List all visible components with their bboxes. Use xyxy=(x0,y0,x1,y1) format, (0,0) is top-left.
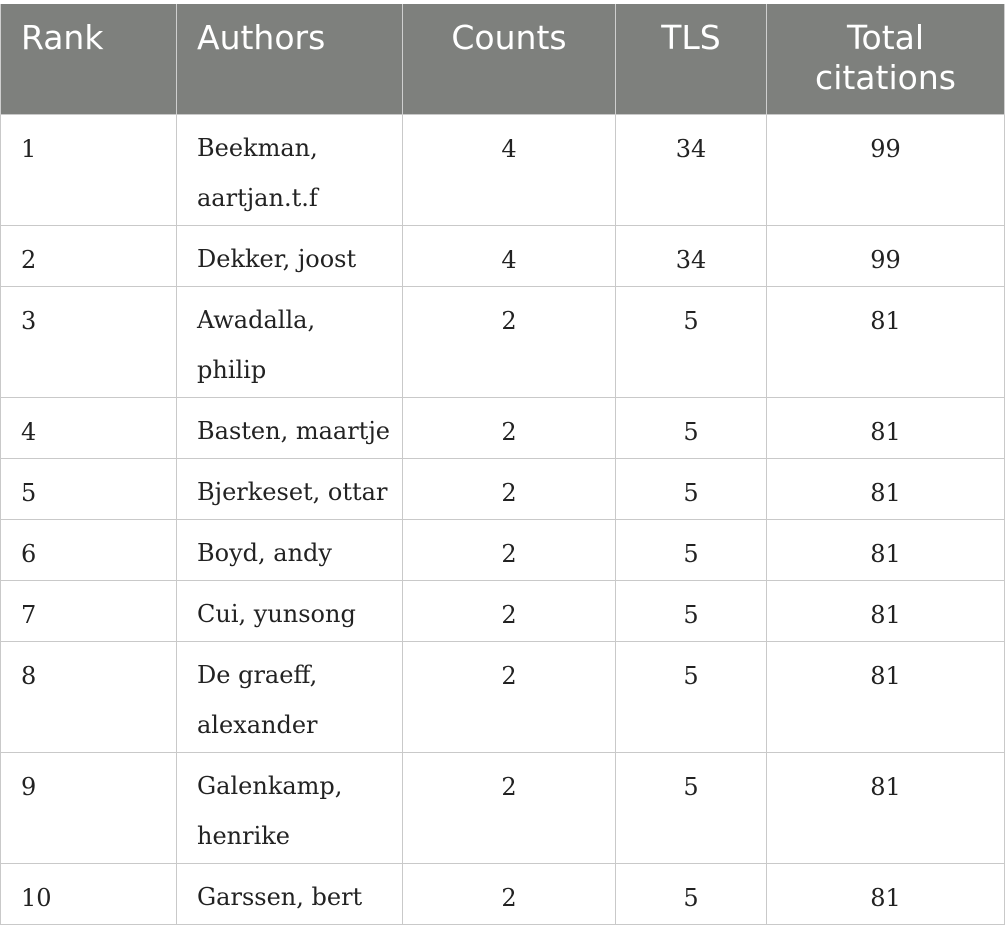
table-row: 10 Garssen, bert 2 5 81 xyxy=(0,862,1005,925)
tls-cell: 5 xyxy=(615,579,767,642)
rank-cell: 6 xyxy=(0,518,177,581)
author-cell: Bjerkeset, ottar xyxy=(176,457,403,520)
counts-cell: 2 xyxy=(402,579,616,642)
tls-cell: 5 xyxy=(615,640,767,753)
counts-cell: 4 xyxy=(402,224,616,287)
total-citations-cell: 99 xyxy=(766,113,1005,226)
header-tls: TLS xyxy=(615,4,767,114)
rank-cell: 8 xyxy=(0,640,177,753)
author-line1: Cui, yunsong xyxy=(197,599,356,628)
rank-cell: 4 xyxy=(0,396,177,459)
author-cell: Boyd, andy xyxy=(176,518,403,581)
tls-cell: 5 xyxy=(615,457,767,520)
author-line1: De graeff, xyxy=(197,660,318,689)
header-rank: Rank xyxy=(0,4,177,114)
counts-cell: 2 xyxy=(402,640,616,753)
table-row: 3 Awadalla, philip 2 5 81 xyxy=(0,285,1005,398)
rank-cell: 2 xyxy=(0,224,177,287)
total-citations-cell: 81 xyxy=(766,457,1005,520)
author-line2: aartjan.t.f xyxy=(197,183,318,212)
author-cell: Galenkamp, henrike xyxy=(176,751,403,864)
rank-cell: 5 xyxy=(0,457,177,520)
counts-cell: 2 xyxy=(402,396,616,459)
total-citations-cell: 99 xyxy=(766,224,1005,287)
counts-cell: 4 xyxy=(402,113,616,226)
author-line1: Boyd, andy xyxy=(197,538,332,567)
tls-cell: 5 xyxy=(615,518,767,581)
table-row: 4 Basten, maartje 2 5 81 xyxy=(0,396,1005,459)
author-cell: De graeff, alexander xyxy=(176,640,403,753)
tls-cell: 34 xyxy=(615,224,767,287)
author-line1: Awadalla, xyxy=(197,305,316,334)
author-cell: Beekman, aartjan.t.f xyxy=(176,113,403,226)
total-citations-cell: 81 xyxy=(766,640,1005,753)
author-ranking-table: Rank Authors Counts TLS Total citations … xyxy=(0,4,1005,925)
author-cell: Basten, maartje xyxy=(176,396,403,459)
total-citations-cell: 81 xyxy=(766,751,1005,864)
rank-cell: 1 xyxy=(0,113,177,226)
tls-cell: 5 xyxy=(615,285,767,398)
total-citations-cell: 81 xyxy=(766,396,1005,459)
counts-cell: 2 xyxy=(402,285,616,398)
header-total-citations: Total citations xyxy=(766,4,1005,114)
tls-cell: 34 xyxy=(615,113,767,226)
rank-cell: 10 xyxy=(0,862,177,925)
author-line2: philip xyxy=(197,355,267,384)
author-line1: Garssen, bert xyxy=(197,882,363,911)
total-citations-cell: 81 xyxy=(766,579,1005,642)
total-citations-cell: 81 xyxy=(766,285,1005,398)
rank-cell: 7 xyxy=(0,579,177,642)
total-citations-cell: 81 xyxy=(766,862,1005,925)
header-authors: Authors xyxy=(176,4,403,114)
author-cell: Awadalla, philip xyxy=(176,285,403,398)
author-line1: Basten, maartje xyxy=(197,416,390,445)
table-row: 8 De graeff, alexander 2 5 81 xyxy=(0,640,1005,753)
header-total-line2: citations xyxy=(815,58,956,97)
author-line2: henrike xyxy=(197,821,291,850)
counts-cell: 2 xyxy=(402,518,616,581)
author-line1: Galenkamp, xyxy=(197,771,343,800)
table-row: 9 Galenkamp, henrike 2 5 81 xyxy=(0,751,1005,864)
author-line1: Dekker, joost xyxy=(197,244,357,273)
table-row: 7 Cui, yunsong 2 5 81 xyxy=(0,579,1005,642)
author-line2: alexander xyxy=(197,710,318,739)
author-cell: Cui, yunsong xyxy=(176,579,403,642)
author-line1: Beekman, xyxy=(197,133,318,162)
header-row: Rank Authors Counts TLS Total citations xyxy=(0,4,1005,114)
counts-cell: 2 xyxy=(402,751,616,864)
header-counts: Counts xyxy=(402,4,616,114)
tls-cell: 5 xyxy=(615,862,767,925)
rank-cell: 3 xyxy=(0,285,177,398)
author-line1: Bjerkeset, ottar xyxy=(197,477,388,506)
author-cell: Dekker, joost xyxy=(176,224,403,287)
table-row: 6 Boyd, andy 2 5 81 xyxy=(0,518,1005,581)
total-citations-cell: 81 xyxy=(766,518,1005,581)
counts-cell: 2 xyxy=(402,457,616,520)
table-row: 5 Bjerkeset, ottar 2 5 81 xyxy=(0,457,1005,520)
rank-cell: 9 xyxy=(0,751,177,864)
header-total-line1: Total xyxy=(846,18,925,57)
tls-cell: 5 xyxy=(615,751,767,864)
tls-cell: 5 xyxy=(615,396,767,459)
counts-cell: 2 xyxy=(402,862,616,925)
author-cell: Garssen, bert xyxy=(176,862,403,925)
table-row: 1 Beekman, aartjan.t.f 4 34 99 xyxy=(0,113,1005,226)
table-row: 2 Dekker, joost 4 34 99 xyxy=(0,224,1005,287)
